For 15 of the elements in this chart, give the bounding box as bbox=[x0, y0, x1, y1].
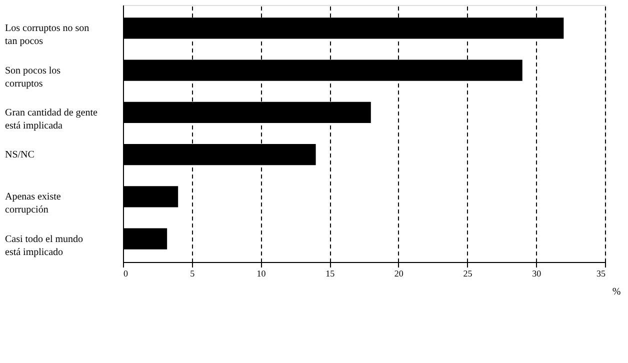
x-tick-label: 0 bbox=[124, 268, 128, 278]
y-tick-label: NS/NC bbox=[5, 150, 35, 161]
x-tick-label: 5 bbox=[190, 268, 196, 278]
x-tick-label: 35 bbox=[596, 268, 606, 278]
y-tick-label: Los corruptos no son tan pocos bbox=[5, 23, 90, 48]
y-tick-label: Apenas existe corrupción bbox=[5, 192, 62, 216]
x-tick-label: 15 bbox=[326, 268, 336, 278]
y-tick-label: Casi todo el mundo está implicado bbox=[5, 234, 84, 258]
x-tick-label: 20 bbox=[394, 268, 404, 278]
x-tick-label: 25 bbox=[463, 268, 473, 278]
x-axis-title: % bbox=[612, 286, 621, 298]
y-tick-label: Son pocos los corruptos bbox=[5, 65, 61, 90]
y-tick-label: Gran cantidad de gente está implicada bbox=[5, 107, 98, 132]
x-tick-label: 30 bbox=[532, 268, 542, 278]
x-tick-label: 10 bbox=[256, 268, 266, 278]
